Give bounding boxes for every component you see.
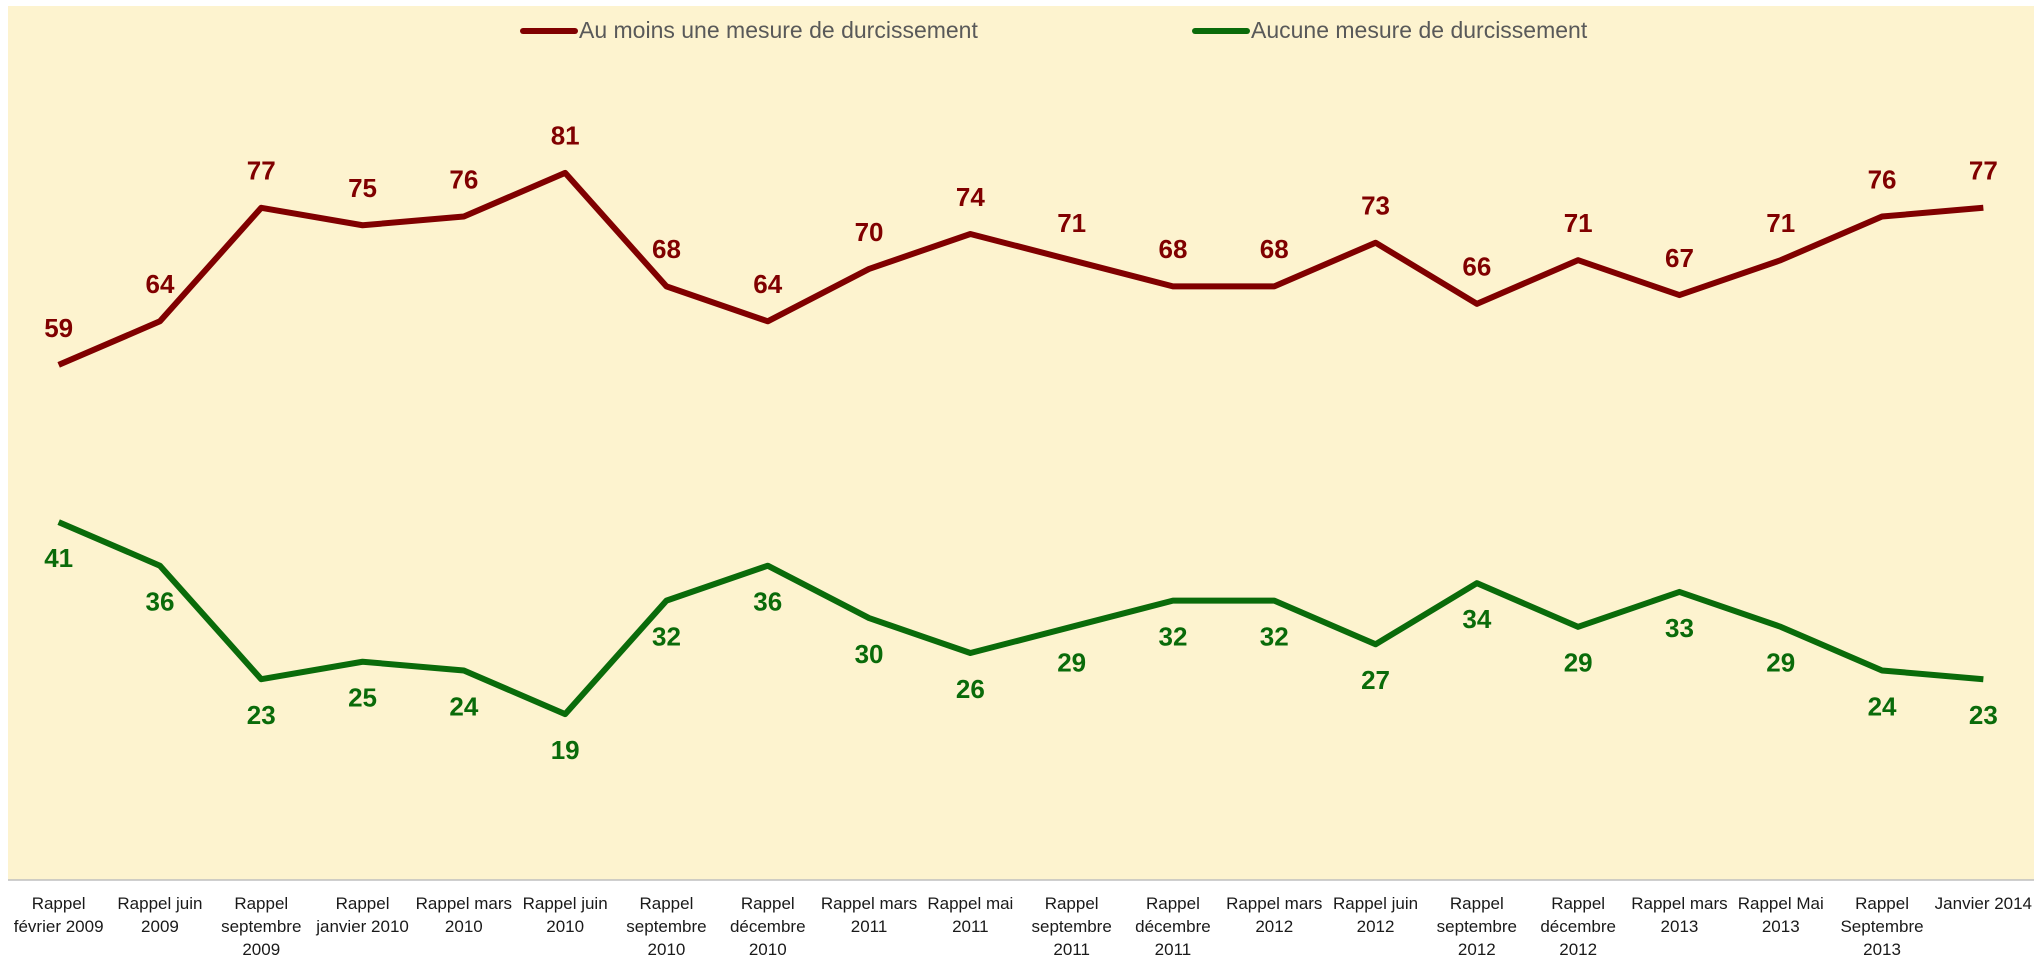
data-label: 74 xyxy=(956,182,985,212)
data-label: 71 xyxy=(1564,208,1593,238)
data-label: 81 xyxy=(551,121,580,151)
data-label: 29 xyxy=(1564,648,1593,678)
data-label: 68 xyxy=(652,234,681,264)
x-tick-label: Rappel mars 2010 xyxy=(416,894,512,936)
data-label: 64 xyxy=(145,269,174,299)
data-label: 26 xyxy=(956,674,985,704)
data-label: 25 xyxy=(348,683,377,713)
x-tick-label: Rappel mars 2013 xyxy=(1631,894,1727,936)
data-label: 70 xyxy=(855,217,884,247)
x-tick-label: Janvier 2014 xyxy=(1935,894,2032,913)
data-label: 71 xyxy=(1057,208,1086,238)
plot-background xyxy=(8,6,2034,880)
data-label: 19 xyxy=(551,735,580,765)
x-tick-label: Rappel mai 2011 xyxy=(927,894,1013,936)
data-label: 32 xyxy=(652,622,681,652)
data-label: 24 xyxy=(1868,691,1897,721)
series-line xyxy=(57,519,1984,718)
data-label: 77 xyxy=(247,156,276,186)
x-tick-label: Rappel septembre 2010 xyxy=(626,894,706,958)
x-tick-label: Rappel septembre 2009 xyxy=(221,894,301,958)
x-tick-label: Rappel décembre 2010 xyxy=(730,894,806,958)
data-label: 33 xyxy=(1665,613,1694,643)
data-label: 59 xyxy=(44,313,73,343)
x-tick-label: Rappel septembre 2011 xyxy=(1031,894,1111,958)
data-label: 32 xyxy=(1260,622,1289,652)
data-label: 71 xyxy=(1766,208,1795,238)
x-tick-label: Rappel mars 2011 xyxy=(821,894,917,936)
series-line xyxy=(57,169,1984,368)
x-tick-label: Rappel juin 2010 xyxy=(523,894,608,936)
legend-label: Aucune mesure de durcissement xyxy=(1251,17,1588,43)
data-label: 29 xyxy=(1057,648,1086,678)
data-label: 75 xyxy=(348,173,377,203)
data-label: 27 xyxy=(1361,665,1390,695)
x-tick-label: Rappel Septembre 2013 xyxy=(1840,894,1923,958)
data-label: 73 xyxy=(1361,191,1390,221)
data-label: 76 xyxy=(1868,164,1897,194)
data-label: 41 xyxy=(44,543,73,573)
x-tick-label: Rappel décembre 2012 xyxy=(1540,894,1616,958)
data-label: 23 xyxy=(1969,700,1998,730)
x-tick-label: Rappel décembre 2011 xyxy=(1135,894,1211,958)
data-label: 67 xyxy=(1665,243,1694,273)
data-label: 24 xyxy=(449,691,478,721)
data-label: 66 xyxy=(1462,252,1491,282)
data-label: 68 xyxy=(1158,234,1187,264)
data-label: 64 xyxy=(753,269,782,299)
data-label: 34 xyxy=(1462,604,1491,634)
legend-label: Au moins une mesure de durcissement xyxy=(579,17,978,43)
data-label: 30 xyxy=(855,639,884,669)
data-label: 68 xyxy=(1260,234,1289,264)
data-label: 76 xyxy=(449,164,478,194)
data-label: 29 xyxy=(1766,648,1795,678)
x-tick-label: Rappel Mai 2013 xyxy=(1738,894,1824,936)
x-tick-label: Rappel mars 2012 xyxy=(1226,894,1322,936)
data-label: 32 xyxy=(1158,622,1187,652)
data-label: 77 xyxy=(1969,156,1998,186)
data-label: 23 xyxy=(247,700,276,730)
x-tick-label: Rappel février 2009 xyxy=(14,894,104,936)
data-label: 36 xyxy=(753,587,782,617)
x-tick-label: Rappel janvier 2010 xyxy=(315,894,409,936)
x-tick-label: Rappel septembre 2012 xyxy=(1437,894,1517,958)
data-label: 36 xyxy=(145,587,174,617)
x-tick-label: Rappel juin 2012 xyxy=(1333,894,1418,936)
x-tick-label: Rappel juin 2009 xyxy=(117,894,202,936)
